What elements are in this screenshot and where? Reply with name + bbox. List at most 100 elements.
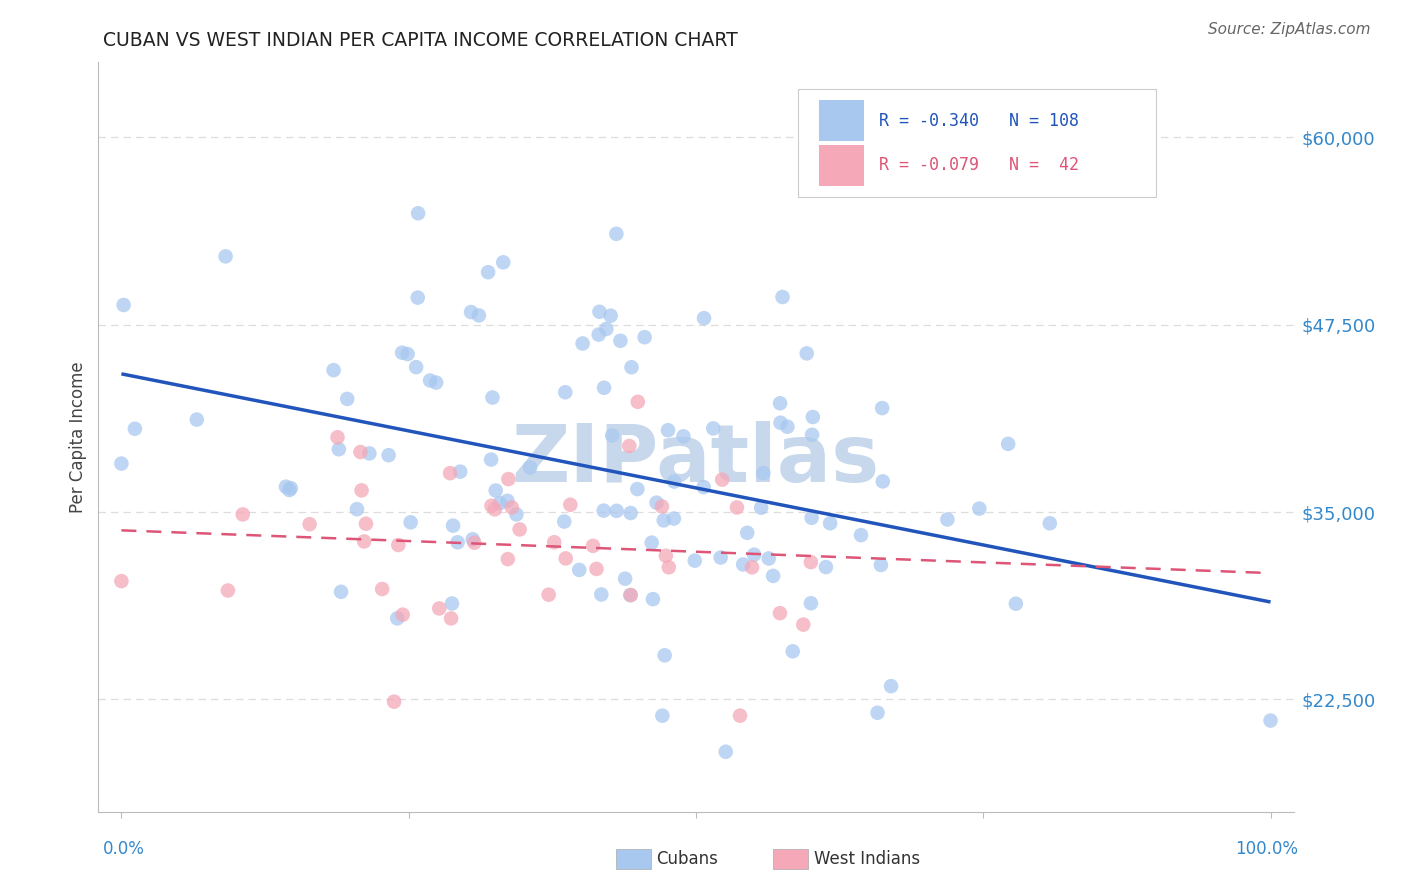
Point: [651, 708, 673, 723]
Point: [346, 502, 368, 516]
Point: [110, 574, 132, 588]
Point: [382, 695, 405, 709]
Point: [870, 401, 893, 415]
Point: [582, 539, 605, 553]
Point: [800, 510, 823, 524]
Point: [769, 396, 792, 410]
Point: [554, 551, 576, 566]
Point: [484, 502, 506, 516]
Point: [605, 227, 627, 241]
Point: [866, 706, 889, 720]
Point: [440, 597, 463, 611]
Point: [796, 346, 818, 360]
Point: [800, 555, 823, 569]
Point: [328, 442, 350, 457]
Point: [792, 617, 814, 632]
Point: [298, 517, 321, 532]
Point: [600, 428, 623, 442]
Point: [391, 607, 413, 622]
Point: [652, 513, 675, 527]
Point: [496, 552, 519, 566]
Point: [672, 429, 695, 443]
Point: [776, 419, 799, 434]
Point: [425, 376, 447, 390]
Point: [702, 421, 724, 435]
Point: [614, 572, 637, 586]
Point: [124, 422, 146, 436]
Point: [479, 452, 502, 467]
Point: [481, 499, 503, 513]
Point: [232, 508, 254, 522]
Point: [406, 291, 429, 305]
Bar: [820, 145, 865, 186]
Point: [725, 500, 748, 515]
Point: [606, 504, 628, 518]
Point: [322, 363, 344, 377]
Text: Cubans: Cubans: [657, 850, 718, 868]
Text: R = -0.079   N =  42: R = -0.079 N = 42: [879, 156, 1078, 175]
Point: [752, 466, 775, 480]
Point: [560, 498, 582, 512]
Bar: [820, 100, 865, 141]
Point: [591, 587, 613, 601]
Point: [588, 327, 610, 342]
Point: [633, 330, 655, 344]
Point: [274, 480, 297, 494]
Point: [492, 255, 515, 269]
Point: [568, 563, 591, 577]
Point: [537, 588, 560, 602]
Point: [762, 569, 785, 583]
Point: [801, 427, 824, 442]
Point: [735, 525, 758, 540]
Point: [427, 601, 450, 615]
Point: [592, 503, 614, 517]
Point: [627, 394, 650, 409]
Text: R = -0.340   N = 108: R = -0.340 N = 108: [879, 112, 1078, 129]
Y-axis label: Per Capita Income: Per Capita Income: [69, 361, 87, 513]
Point: [554, 385, 576, 400]
FancyBboxPatch shape: [797, 88, 1156, 197]
Point: [969, 501, 991, 516]
Point: [683, 553, 706, 567]
Point: [651, 500, 673, 514]
Point: [485, 483, 508, 498]
Point: [599, 309, 621, 323]
Point: [217, 583, 239, 598]
Point: [641, 592, 664, 607]
Point: [477, 265, 499, 279]
Point: [657, 423, 679, 437]
Point: [399, 516, 422, 530]
Point: [741, 560, 763, 574]
Point: [654, 648, 676, 663]
Point: [353, 534, 375, 549]
Point: [405, 360, 427, 375]
Point: [772, 290, 794, 304]
Point: [186, 412, 208, 426]
Point: [387, 538, 409, 552]
Point: [349, 445, 371, 459]
Point: [439, 466, 461, 480]
Point: [543, 535, 565, 549]
Point: [1039, 516, 1062, 531]
Point: [214, 249, 236, 263]
Text: 0.0%: 0.0%: [103, 840, 145, 858]
Point: [481, 391, 503, 405]
Point: [406, 206, 429, 220]
Point: [849, 528, 872, 542]
Point: [468, 309, 491, 323]
Point: [505, 508, 527, 522]
Point: [326, 430, 349, 444]
Point: [870, 558, 893, 572]
Point: [553, 515, 575, 529]
Point: [818, 516, 841, 531]
Point: [571, 336, 593, 351]
Point: [377, 448, 399, 462]
Point: [387, 611, 409, 625]
Text: 100.0%: 100.0%: [1234, 840, 1298, 858]
Point: [460, 305, 482, 319]
Point: [814, 560, 837, 574]
Point: [641, 535, 664, 549]
Point: [664, 475, 686, 489]
Point: [509, 523, 531, 537]
Point: [742, 548, 765, 562]
